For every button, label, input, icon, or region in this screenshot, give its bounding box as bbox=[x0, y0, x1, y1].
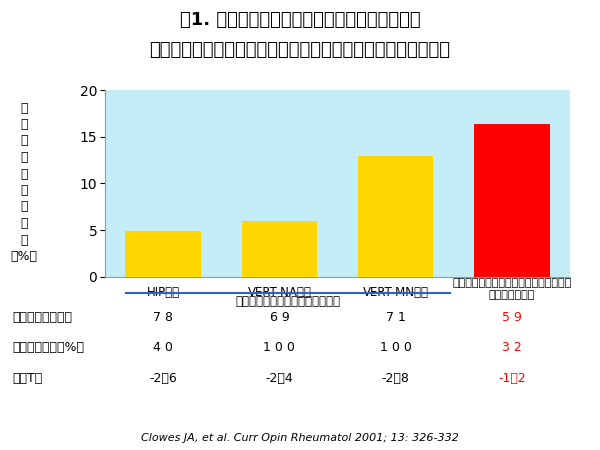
Text: グルココルチコイド゛誘発性骨粗鬆症を: グルココルチコイド゛誘発性骨粗鬆症を bbox=[452, 278, 571, 288]
Text: グルココルチコイド゛誘発性骨粗鬆症の椎体骨折発生率の比較: グルココルチコイド゛誘発性骨粗鬆症の椎体骨折発生率の比較 bbox=[149, 40, 451, 58]
Text: 3 2: 3 2 bbox=[502, 342, 522, 354]
Bar bbox=[358, 156, 433, 277]
Text: 1 0 0: 1 0 0 bbox=[263, 342, 295, 354]
Bar bbox=[242, 220, 317, 277]
Text: 5 9: 5 9 bbox=[502, 311, 522, 324]
Text: -2．8: -2．8 bbox=[382, 372, 410, 385]
Text: Clowes JA, et al. Curr Opin Rheumatol 2001; 13: 326-332: Clowes JA, et al. Curr Opin Rheumatol 20… bbox=[141, 433, 459, 443]
Bar bbox=[125, 231, 201, 277]
Text: 対象とした試験: 対象とした試験 bbox=[488, 290, 535, 300]
Text: 平均年齢　（歳）: 平均年齢 （歳） bbox=[12, 311, 72, 324]
Text: -1．2: -1．2 bbox=[498, 372, 526, 385]
Text: -2．4: -2．4 bbox=[265, 372, 293, 385]
Text: 4 0: 4 0 bbox=[153, 342, 173, 354]
Text: -2．6: -2．6 bbox=[149, 372, 177, 385]
Text: 腰椎T値: 腰椎T値 bbox=[12, 372, 42, 385]
Text: 既存骨折あり（%）: 既存骨折あり（%） bbox=[12, 342, 84, 354]
Text: 新
規
椎
体
骨
折
発
生
率
（%）: 新 規 椎 体 骨 折 発 生 率 （%） bbox=[11, 102, 37, 263]
Text: 6 9: 6 9 bbox=[269, 311, 289, 324]
Text: 閉経後骨粗鬆症を対象とした試験: 閉経後骨粗鬆症を対象とした試験 bbox=[236, 295, 341, 308]
Text: 図1. 各種大規模臨床試験におけるプラセボ群と: 図1. 各種大規模臨床試験におけるプラセボ群と bbox=[179, 11, 421, 29]
Bar bbox=[474, 124, 550, 277]
Text: 7 8: 7 8 bbox=[153, 311, 173, 324]
Text: 1 0 0: 1 0 0 bbox=[380, 342, 412, 354]
Text: 7 1: 7 1 bbox=[386, 311, 406, 324]
